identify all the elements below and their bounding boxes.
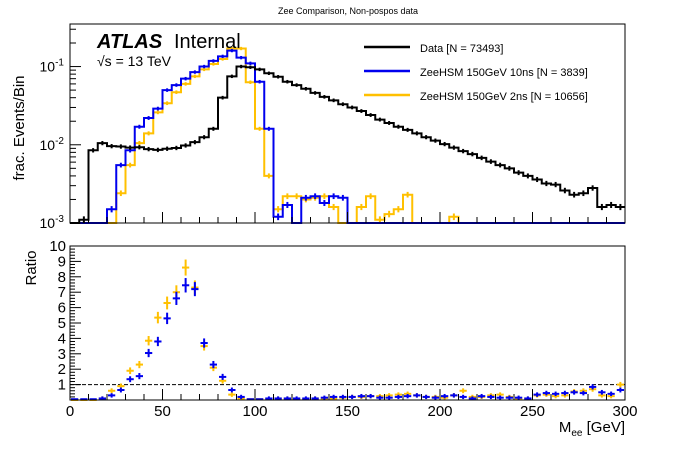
lower-y-axis-label: Ratio xyxy=(23,250,40,285)
y-tick-label: 10-3 xyxy=(40,214,65,231)
lower-x-ticks: 0 50 100 150 200 250 300 xyxy=(66,389,638,420)
y-tick-label: 5 xyxy=(58,315,66,332)
x-axis-label: Mee [GeV] xyxy=(559,419,625,439)
y-tick-label: 6 xyxy=(58,300,66,317)
x-tick-label: 250 xyxy=(520,403,545,420)
upper-y-axis-label: frac. Events/Bin xyxy=(11,75,28,180)
lower-series-group xyxy=(71,259,624,401)
legend-label: ZeeHSM 150GeV 2ns [N = 10656] xyxy=(420,91,588,103)
y-tick-label: 10 xyxy=(49,238,66,255)
upper-panel: 10-3 10-2 10-1 frac. Events/Bin ATLAS Inte… xyxy=(11,23,626,231)
legend-label: Data [N = 73493] xyxy=(420,43,503,55)
upper-y-ticks: 10-3 10-2 10-1 xyxy=(40,28,81,231)
y-tick-label: 1 xyxy=(58,377,66,394)
y-tick-label: 9 xyxy=(58,253,66,270)
chart-title: Zee Comparison, Non-pospos data xyxy=(278,6,418,16)
x-tick-label: 150 xyxy=(335,403,360,420)
lower-frame xyxy=(69,245,626,401)
legend-item-0: Data [N = 73493] xyxy=(364,43,503,55)
atlas-label: ATLAS xyxy=(96,31,163,53)
legend-item-2: ZeeHSM 150GeV 2ns [N = 10656] xyxy=(364,91,588,103)
y-tick-label: 4 xyxy=(58,330,66,347)
x-tick-label: 50 xyxy=(154,403,171,420)
x-tick-label: 300 xyxy=(612,403,637,420)
y-tick-label: 2 xyxy=(58,361,66,378)
y-tick-label: 7 xyxy=(58,284,66,301)
y-tick-label: 3 xyxy=(58,346,66,363)
x-tick-label: 100 xyxy=(242,403,267,420)
upper-x-ticks xyxy=(69,212,626,223)
y-tick-label: 8 xyxy=(58,269,66,286)
histogram-line-0 xyxy=(70,65,625,224)
x-tick-label: 0 xyxy=(66,403,74,420)
internal-label: Internal xyxy=(174,31,241,53)
energy-label: √s = 13 TeV xyxy=(97,53,172,69)
y-tick-label: 10-2 xyxy=(40,136,65,153)
y-tick-label: 10-1 xyxy=(40,58,65,75)
x-tick-label: 200 xyxy=(427,403,452,420)
legend-label: ZeeHSM 150GeV 10ns [N = 3839] xyxy=(420,67,588,79)
legend-item-1: ZeeHSM 150GeV 10ns [N = 3839] xyxy=(364,67,588,79)
legend: Data [N = 73493] ZeeHSM 150GeV 10ns [N = … xyxy=(364,43,588,103)
